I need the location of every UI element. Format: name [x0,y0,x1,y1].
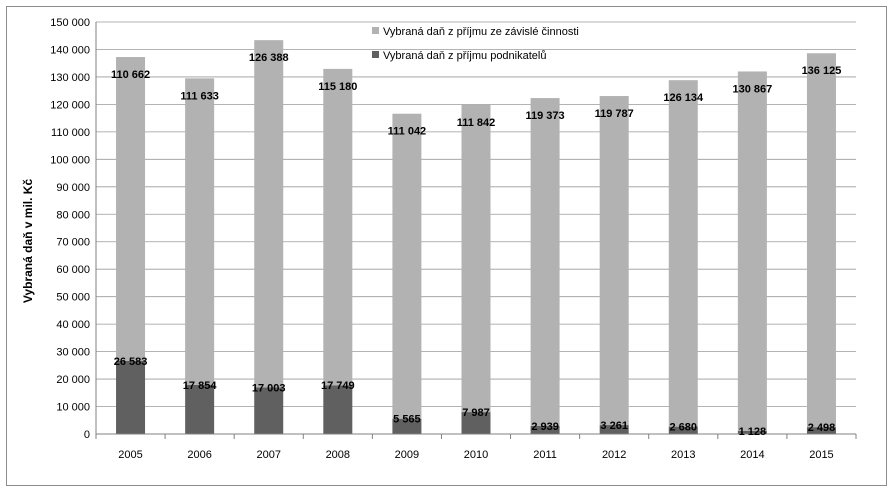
data-label-podnikatele: 26 583 [114,356,148,368]
data-label-zavisla-cinnost: 110 662 [111,69,150,81]
data-label-zavisla-cinnost: 136 125 [802,65,842,77]
data-label-podnikatele: 17 749 [321,380,355,392]
x-tick-label: 2013 [671,449,695,461]
data-label-zavisla-cinnost: 119 373 [526,110,565,122]
legend-swatch-zavisla-cinnost [372,27,379,34]
y-tick-label: 70 000 [56,237,90,249]
bar-podnikatele [185,384,215,434]
bar-podnikatele [737,430,767,434]
bars [116,40,836,434]
y-tick-label: 0 [84,429,90,441]
data-label-podnikatele: 3 261 [600,420,628,432]
bar-zavisla-cinnost [323,68,353,386]
data-label-podnikatele: 7 987 [462,407,490,419]
legend-label-zavisla-cinnost: Vybraná daň z příjmu ze závislé činnosti [383,26,579,38]
x-tick-label: 2010 [464,449,488,461]
y-tick-labels: 0 10 000 20 000 30 000 40 000 50 000 60 000 70 … [50,17,90,441]
legend-swatch-podnikatele [372,51,379,58]
x-tick-labels: 2005 2006 2007 2008 2009 2010 2011 2012 2013 2014… [118,449,833,461]
bar-zavisla-cinnost [806,53,836,428]
x-tick-label: 2012 [602,449,626,461]
bar-zavisla-cinnost [392,113,422,419]
bar-zavisla-cinnost [185,78,215,385]
bar-podnikatele [461,412,491,434]
bar-zavisla-cinnost [599,96,629,426]
bar-zavisla-cinnost [461,104,491,413]
data-label-podnikatele: 2 939 [531,421,559,433]
y-tick-label: 30 000 [56,347,90,359]
legend: Vybraná daň z příjmu ze závislé činnosti… [372,26,579,62]
x-tick-label: 2014 [740,449,764,461]
bar-podnikatele [254,387,284,434]
data-label-zavisla-cinnost: 126 388 [249,52,289,64]
y-tick-label: 50 000 [56,292,90,304]
bar-podnikatele [599,425,629,434]
y-tick-label: 40 000 [56,319,90,331]
x-tick-label: 2006 [187,449,211,461]
bar-podnikatele [323,385,353,434]
y-axis-title: Vybraná daň v mil. Kč [21,179,35,304]
x-tick-label: 2007 [256,449,280,461]
y-tick-label: 120 000 [50,99,90,111]
bar-podnikatele [668,426,698,434]
bar-zavisla-cinnost [530,98,560,426]
y-tick-label: 20 000 [56,374,90,386]
data-label-podnikatele: 5 565 [393,414,421,426]
bar-podnikatele [392,418,422,434]
bar-zavisla-cinnost [668,80,698,427]
data-label-podnikatele: 2 680 [670,422,698,434]
x-tick-label: 2015 [809,449,833,461]
bar-zavisla-cinnost [116,57,146,361]
data-label-podnikatele: 2 498 [808,422,836,434]
y-tick-label: 90 000 [56,182,90,194]
y-tick-label: 100 000 [50,154,90,166]
y-tick-label: 140 000 [50,44,90,56]
x-tick-label: 2005 [118,449,142,461]
x-tick-label: 2009 [395,449,419,461]
x-tick-label: 2011 [533,449,557,461]
data-label-zavisla-cinnost: 119 787 [595,108,634,120]
y-tick-label: 110 000 [51,127,90,139]
bar-podnikatele [806,427,836,434]
bar-podnikatele [530,425,560,434]
bar-zavisla-cinnost [254,40,284,388]
data-label-podnikatele: 1 128 [739,426,767,438]
data-label-podnikatele: 17 003 [252,382,286,394]
data-label-zavisla-cinnost: 111 042 [388,126,427,138]
data-label-zavisla-cinnost: 111 842 [457,117,496,129]
data-label-zavisla-cinnost: 111 633 [180,90,219,102]
legend-label-podnikatele: Vybraná daň z příjmu podnikatelů [383,50,546,62]
axes [95,22,857,439]
y-tick-label: 130 000 [50,72,90,84]
y-tick-label: 80 000 [56,209,90,221]
y-tick-label: 10 000 [56,402,90,414]
x-tick-label: 2008 [326,449,350,461]
data-label-podnikatele: 17 854 [183,380,218,392]
data-label-zavisla-cinnost: 130 867 [732,83,772,95]
bar-zavisla-cinnost [737,71,767,431]
data-label-zavisla-cinnost: 115 180 [318,81,357,93]
data-labels: 110 662 26 583 111 633 17 854 126 388 17 003 1… [111,52,841,438]
data-label-zavisla-cinnost: 126 134 [663,92,704,104]
y-tick-label: 60 000 [56,264,90,276]
y-tick-label: 150 000 [50,17,90,29]
bar-podnikatele [116,360,146,434]
